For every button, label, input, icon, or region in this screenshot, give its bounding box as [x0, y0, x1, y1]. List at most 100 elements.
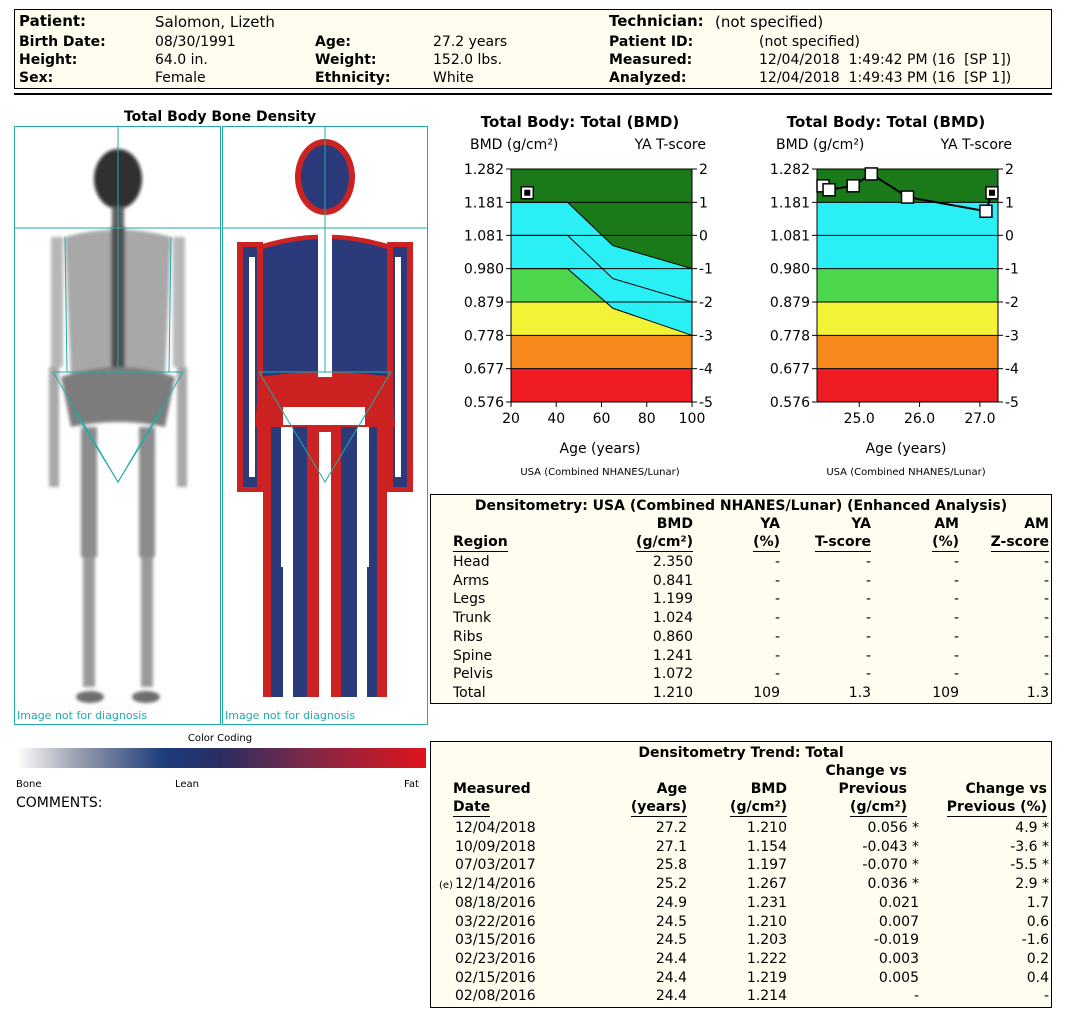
trend-value: 1.231: [746, 894, 787, 911]
region-name: Legs: [453, 591, 486, 608]
trend-value: 1.197: [746, 857, 787, 874]
technician: (not specified): [715, 13, 824, 31]
density-header: (%): [932, 534, 959, 552]
x-tick-label: 100: [679, 411, 706, 427]
trend-value: 0.036 *: [867, 876, 919, 893]
trend-value: 27.1: [655, 838, 687, 855]
trend-value: 1.267: [746, 876, 787, 893]
trend-value: -0.019: [873, 932, 919, 949]
measured-date: 12/04/2018: [455, 820, 536, 836]
trend-table: Densitometry Trend: Total Measured Date Ag…: [430, 741, 1052, 1008]
y-axis-label: BMD (g/cm²): [776, 137, 864, 153]
density-value: -: [865, 628, 871, 645]
trend-header: Change vs: [825, 763, 907, 779]
watermark-left: Image not for diagnosis: [17, 709, 148, 722]
trend-value: 0.021: [878, 894, 919, 911]
watermark-right: Image not for diagnosis: [225, 709, 356, 722]
trend-header: Measured: [453, 781, 531, 797]
density-value: -: [774, 554, 780, 570]
trend-value: -1.6: [1021, 932, 1049, 949]
patient-id-label: Patient ID:: [609, 34, 694, 50]
height: 64.0 in.: [155, 52, 208, 68]
y2-tick-label: -5: [699, 395, 713, 411]
trend-header: Previous: [838, 781, 907, 797]
y-tick-label: 0.980: [464, 262, 504, 278]
plot-frame: [816, 168, 999, 403]
trend-value: 24.5: [655, 913, 687, 930]
density-value: -: [865, 610, 871, 627]
trend-value: 24.4: [655, 988, 687, 1005]
data-point-current: [524, 189, 531, 196]
density-value: -: [1043, 666, 1049, 683]
density-value: 1.3: [848, 684, 871, 701]
y-tick-label: 0.879: [464, 295, 504, 311]
measured-label: Measured:: [609, 52, 693, 68]
region-name: Head: [453, 554, 490, 570]
measured-date: 02/23/2016: [455, 950, 536, 967]
y2-axis-label: YA T-score: [634, 137, 706, 153]
y-tick-label: 1.181: [770, 195, 810, 211]
density-value: 1.199: [652, 591, 693, 608]
density-header: (g/cm²): [636, 534, 693, 552]
region-name: Spine: [453, 647, 493, 664]
y2-tick-label: 0: [1005, 228, 1014, 244]
density-value: -: [774, 628, 780, 645]
density-value: -: [774, 591, 780, 608]
trend-value: 25.8: [655, 857, 687, 874]
y2-tick-label: 2: [1005, 162, 1014, 178]
y2-tick-label: -5: [1005, 395, 1019, 411]
density-value: -: [1043, 591, 1049, 608]
density-value: -: [1043, 628, 1049, 645]
bmd-trend-chart: Total Body: Total (BMD) BMD (g/cm²) YA T-s…: [770, 113, 1019, 478]
chart-title: Total Body: Total (BMD): [787, 113, 985, 131]
trend-header: (years): [630, 799, 687, 817]
trend-value: 0.2: [1026, 950, 1049, 967]
trend-value: 1.203: [746, 932, 787, 949]
density-value: -: [953, 647, 959, 664]
density-header: T-score: [815, 534, 871, 552]
bmd-reference-chart: Total Body: Total (BMD) BMD (g/cm²) YA T-s…: [464, 113, 713, 478]
trend-value: 2.9 *: [1015, 876, 1049, 893]
trend-header: Date: [453, 799, 491, 817]
y2-tick-label: -1: [699, 262, 713, 278]
y2-tick-label: 1: [699, 195, 708, 211]
images-title: Total Body Bone Density: [123, 109, 317, 125]
birth-date-label: Birth Date:: [19, 34, 106, 50]
density-value: -: [865, 572, 871, 589]
density-header: AM: [1024, 516, 1049, 532]
x-tick-label: 20: [502, 411, 520, 427]
density-header: Z-score: [990, 534, 1049, 552]
region-name: Arms: [453, 572, 490, 589]
x-axis-label: Age (years): [866, 441, 947, 457]
trend-value: 0.007: [878, 913, 919, 930]
density-value: 1.024: [652, 610, 693, 627]
y2-tick-label: -3: [1005, 328, 1019, 344]
trend-value: 0.005: [878, 969, 919, 986]
x-axis-label: Age (years): [560, 441, 641, 457]
density-value: -: [865, 666, 871, 683]
trend-value: 27.2: [655, 820, 687, 836]
trend-value: -3.6 *: [1010, 838, 1049, 855]
y-tick-label: 0.576: [464, 395, 504, 411]
sex: Female: [155, 70, 206, 86]
measured-date: 08/18/2016: [455, 894, 536, 911]
analyzed-label: Analyzed:: [609, 70, 687, 86]
densitometry-table: Densitometry: USA (Combined NHANES/Lunar…: [430, 494, 1052, 704]
density-value: -: [865, 554, 871, 570]
data-point: [864, 167, 879, 181]
bone-density-scan-image: Image not for diagnosis: [14, 126, 221, 725]
y2-tick-label: -4: [1005, 362, 1019, 378]
y-tick-label: 0.677: [464, 362, 504, 378]
band-2: [817, 268, 998, 303]
trend-header: BMD: [750, 781, 787, 797]
density-value: -: [865, 647, 871, 664]
measured-date: 03/22/2016: [455, 913, 536, 930]
trend-value: 1.154: [746, 838, 787, 855]
y-tick-label: 1.282: [770, 162, 810, 178]
density-header: YA: [851, 516, 871, 532]
region-name: Total: [453, 684, 486, 701]
density-value: 109: [932, 684, 959, 701]
trend-header: (g/cm²): [850, 799, 907, 817]
band-5: [817, 368, 998, 402]
trend-header: Previous (%): [946, 799, 1047, 817]
